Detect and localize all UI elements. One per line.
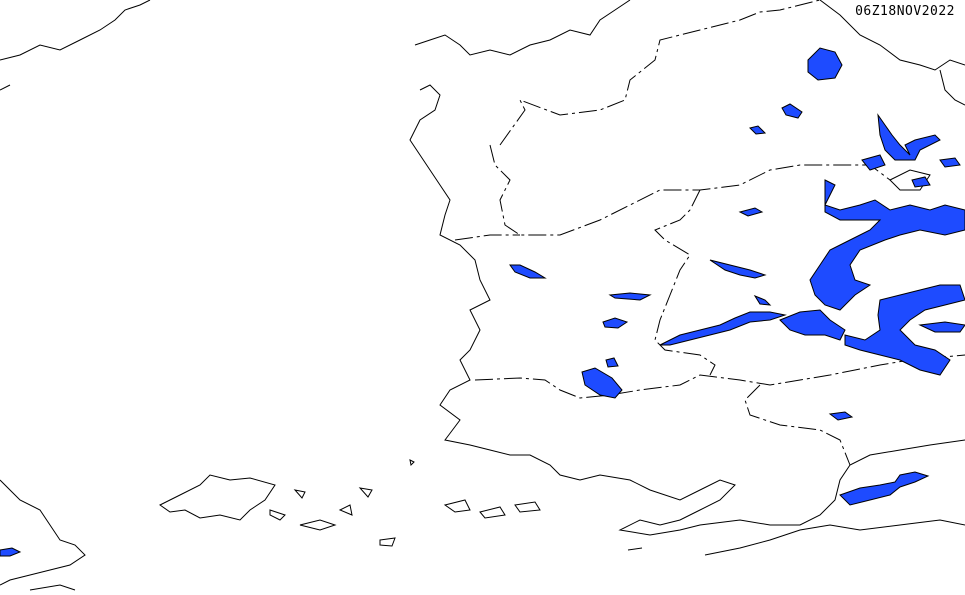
boundaries (454, 0, 965, 466)
lakes (0, 47, 965, 557)
valid-time-label: 06Z18NOV2022 (855, 4, 955, 19)
